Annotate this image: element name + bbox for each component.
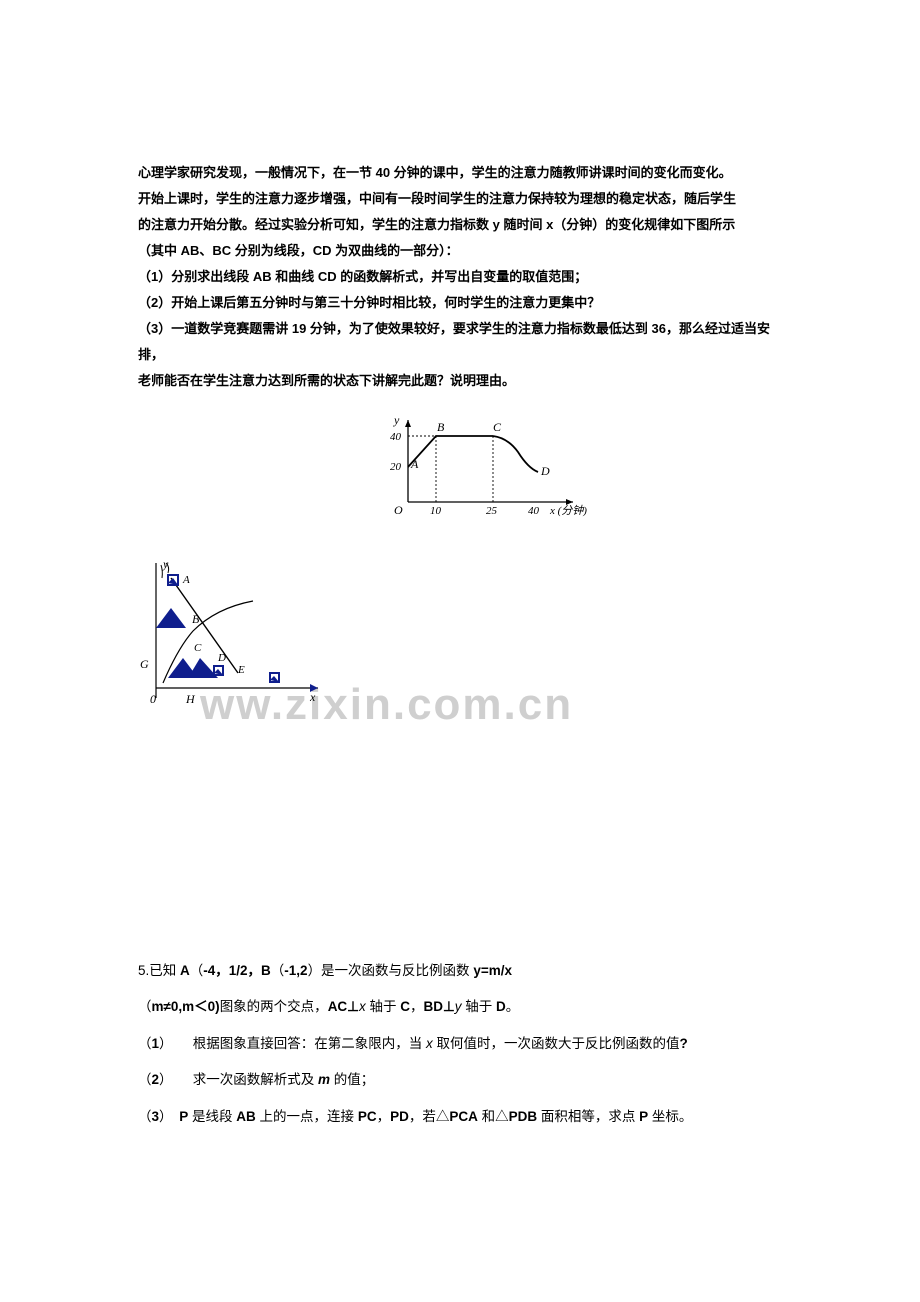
origin-O: O bbox=[394, 503, 403, 517]
fig2-y: y bbox=[162, 557, 169, 571]
line-6: （2）开始上课后第五分钟时与第三十分钟时相比较，何时学生的注意力更集中？ bbox=[138, 290, 782, 316]
tick-x40: 40 bbox=[528, 505, 540, 517]
line-3: 的注意力开始分散。经过实验分析可知，学生的注意力指标数 y 随时间 x（分钟）的… bbox=[138, 212, 782, 238]
tick-y40: 40 bbox=[390, 431, 402, 443]
line-8: 排， bbox=[138, 342, 782, 368]
fig2-E: E bbox=[237, 664, 245, 676]
line-7: （3）一道数学竞赛题需讲 19 分钟，为了使效果较好，要求学生的注意力指标数最低… bbox=[138, 316, 782, 342]
tick-y20: 20 bbox=[390, 461, 402, 473]
q5-line2: （m≠0,m＜0)图象的两个交点，AC⊥x 轴于 C，BD⊥y 轴于 D。 bbox=[138, 989, 782, 1025]
point-A: A bbox=[410, 457, 419, 471]
point-C: C bbox=[493, 420, 502, 434]
q5-line4: （2） 求一次函数解析式及 m 的值； bbox=[138, 1062, 782, 1098]
axis-x-label: x (分钟) bbox=[549, 504, 587, 517]
point-B: B bbox=[437, 420, 445, 434]
line-1: 心理学家研究发现，一般情况下，在一节 40 分钟的课中，学生的注意力随教师讲课时… bbox=[138, 160, 782, 186]
line-4: （其中 AB、BC 分别为线段，CD 为双曲线的一部分）： bbox=[138, 238, 782, 264]
fig2-B: B bbox=[192, 612, 200, 626]
fig2-A: A bbox=[182, 574, 190, 586]
problem-5: 5.已知 A（-4，1/2，B（-1,2）是一次函数与反比例函数 y=m/x （… bbox=[138, 953, 782, 1135]
line-9: 老师能否在学生注意力达到所需的状态下讲解完此题？说明理由。 bbox=[138, 368, 782, 394]
fig2-D: D bbox=[217, 652, 226, 664]
q5-line3: （1） 根据图象直接回答：在第二象限内，当 x 取何值时，一次函数大于反比例函数… bbox=[138, 1026, 782, 1062]
fig2-C: C bbox=[194, 642, 202, 654]
q5-line1: 5.已知 A（-4，1/2，B（-1,2）是一次函数与反比例函数 y=m/x bbox=[138, 953, 782, 989]
figure-attention-graph: y 40 20 A B C D O 10 25 40 x (分钟) bbox=[378, 412, 593, 517]
problem-main: 心理学家研究发现，一般情况下，在一节 40 分钟的课中，学生的注意力随教师讲课时… bbox=[138, 160, 782, 394]
fig2-H: H bbox=[185, 692, 196, 706]
point-D: D bbox=[540, 464, 550, 478]
line-5: （1）分别求出线段 AB 和曲线 CD 的函数解析式，并写出自变量的取值范围； bbox=[138, 264, 782, 290]
fig2-O: 0 bbox=[150, 692, 156, 706]
axis-y-label: y bbox=[393, 413, 400, 427]
fig2-G: G bbox=[140, 657, 149, 671]
q5-line5: （3） P 是线段 AB 上的一点，连接 PC，PD，若△PCA 和△PDB 面… bbox=[138, 1099, 782, 1135]
tick-x10: 10 bbox=[430, 505, 442, 517]
line-2: 开始上课时，学生的注意力逐步增强，中间有一段时间学生的注意力保持较为理想的稳定状… bbox=[138, 186, 782, 212]
tick-x25: 25 bbox=[486, 505, 498, 517]
fig2-x: x bbox=[309, 690, 316, 704]
figure-secondary-graph: y A B C D E G 0 H x bbox=[138, 553, 328, 713]
